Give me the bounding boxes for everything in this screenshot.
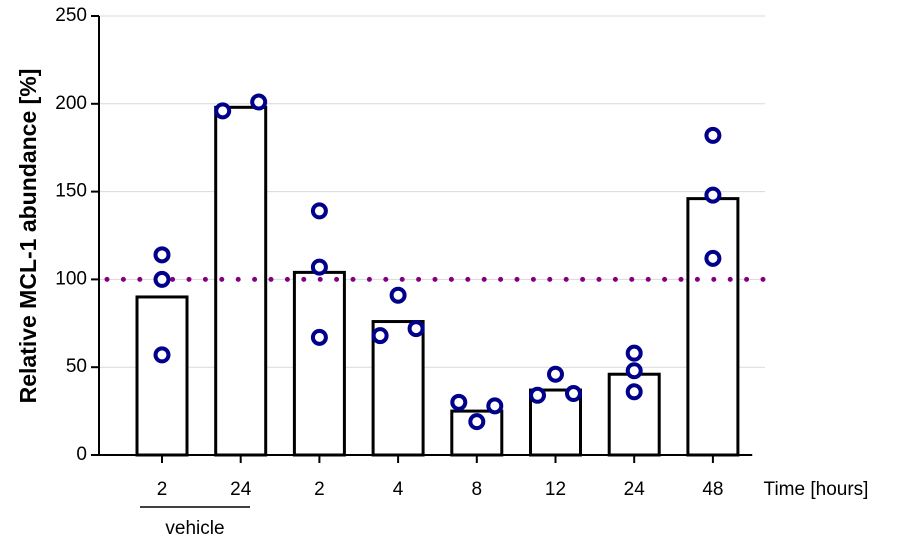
data-point xyxy=(450,393,468,411)
y-axis-title: Relative MCL-1 abundance [%] xyxy=(15,69,41,404)
x-tick-label: 8 xyxy=(472,479,483,500)
data-point xyxy=(625,362,643,380)
data-point xyxy=(486,397,504,415)
bar xyxy=(292,270,346,457)
data-point xyxy=(310,258,328,276)
group-label: vehicle xyxy=(165,518,224,539)
data-point xyxy=(153,246,171,264)
data-point xyxy=(153,346,171,364)
bar xyxy=(607,372,661,457)
data-point xyxy=(214,102,232,120)
x-tick-label: 24 xyxy=(230,479,252,500)
data-point xyxy=(407,320,425,338)
data-point xyxy=(310,202,328,220)
bar xyxy=(135,295,189,457)
y-tick-label: 250 xyxy=(55,5,87,26)
bar xyxy=(214,105,268,457)
x-tick-label: 4 xyxy=(393,479,404,500)
data-point xyxy=(704,126,722,144)
data-point xyxy=(310,328,328,346)
y-tick-label: 150 xyxy=(55,181,87,202)
y-tick-label: 50 xyxy=(66,356,87,377)
x-tick-label: 2 xyxy=(157,479,168,500)
x-axis-title: Time [hours] xyxy=(764,479,869,500)
data-point xyxy=(250,93,268,111)
y-tick-label: 100 xyxy=(55,268,87,289)
data-point xyxy=(704,249,722,267)
y-tick-label: 0 xyxy=(76,444,87,465)
data-point xyxy=(565,385,582,403)
x-tick-label: 48 xyxy=(702,479,723,500)
x-tick-label: 24 xyxy=(624,479,646,500)
data-point xyxy=(625,344,643,362)
bar xyxy=(686,197,740,457)
data-point xyxy=(547,365,564,383)
data-point xyxy=(389,286,407,304)
x-tick-label: 12 xyxy=(545,479,566,500)
data-point xyxy=(371,327,389,345)
data-point xyxy=(704,186,722,204)
data-point xyxy=(529,386,546,404)
data-point xyxy=(468,413,486,431)
data-point xyxy=(153,270,171,288)
bar xyxy=(450,409,504,457)
x-tick-label: 2 xyxy=(314,479,325,500)
data-point xyxy=(625,383,643,401)
y-tick-label: 200 xyxy=(55,93,87,114)
